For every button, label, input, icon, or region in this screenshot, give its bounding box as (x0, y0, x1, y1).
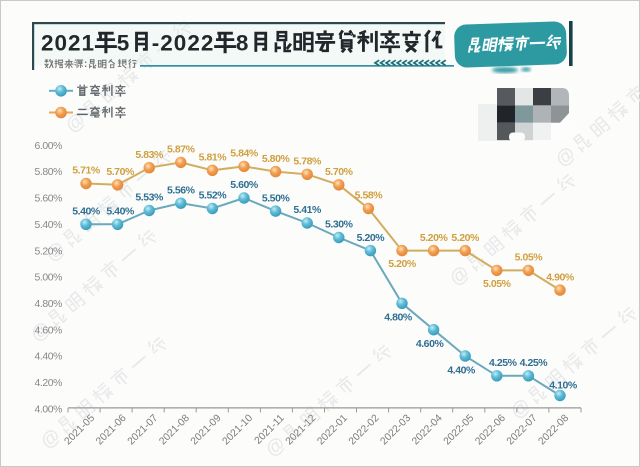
svg-text:5.60%: 5.60% (35, 194, 63, 205)
svg-text:4.25%: 4.25% (489, 357, 518, 369)
svg-text:5.71%: 5.71% (72, 165, 101, 177)
svg-text:4.60%: 4.60% (35, 325, 63, 336)
svg-text:5: 5 (117, 31, 131, 56)
svg-text:4.60%: 4.60% (416, 338, 445, 350)
svg-text:4.80%: 4.80% (35, 299, 63, 310)
svg-text:5.56%: 5.56% (167, 184, 196, 196)
svg-text:5.20%: 5.20% (357, 232, 386, 244)
svg-text:2022: 2022 (160, 31, 214, 56)
svg-text:5.20%: 5.20% (35, 246, 63, 257)
svg-text:8: 8 (236, 31, 250, 56)
svg-text:5.87%: 5.87% (167, 144, 196, 156)
svg-text:5.40%: 5.40% (106, 206, 135, 218)
svg-text:5.70%: 5.70% (325, 166, 354, 178)
svg-text:5.30%: 5.30% (325, 219, 354, 231)
svg-text:5.70%: 5.70% (106, 166, 135, 178)
svg-text:4.20%: 4.20% (35, 378, 63, 389)
svg-text:5.50%: 5.50% (262, 192, 291, 204)
svg-text:5.20%: 5.20% (420, 232, 449, 244)
svg-text:5.81%: 5.81% (199, 152, 228, 164)
svg-text:5.20%: 5.20% (388, 258, 417, 270)
svg-text:4.80%: 4.80% (384, 312, 413, 324)
svg-text:5.53%: 5.53% (135, 192, 164, 204)
svg-text:5.52%: 5.52% (199, 190, 228, 202)
svg-text:2021: 2021 (41, 31, 95, 56)
svg-text:5.80%: 5.80% (35, 167, 63, 178)
svg-text:5.40%: 5.40% (72, 206, 101, 218)
svg-text:5.78%: 5.78% (293, 156, 322, 168)
svg-text:4.25%: 4.25% (520, 357, 549, 369)
svg-text:4.40%: 4.40% (35, 352, 63, 363)
svg-text:5.20%: 5.20% (451, 232, 480, 244)
svg-text:5.41%: 5.41% (293, 204, 322, 216)
svg-text:5.83%: 5.83% (135, 149, 164, 161)
svg-text::: : (84, 59, 87, 70)
svg-text:5.60%: 5.60% (230, 179, 259, 191)
svg-text:5.58%: 5.58% (355, 190, 384, 202)
svg-text:5.84%: 5.84% (230, 148, 259, 160)
svg-text:5.05%: 5.05% (515, 252, 544, 264)
svg-text:5.00%: 5.00% (35, 273, 63, 284)
svg-text:5.40%: 5.40% (35, 220, 63, 231)
svg-text:5.80%: 5.80% (262, 153, 291, 165)
svg-text:4.10%: 4.10% (549, 380, 578, 392)
svg-text:4.40%: 4.40% (447, 364, 476, 376)
svg-text:6.00%: 6.00% (35, 141, 63, 152)
svg-text:5.05%: 5.05% (483, 278, 512, 290)
svg-text:4.00%: 4.00% (35, 404, 63, 415)
svg-text:-: - (152, 31, 161, 56)
svg-text:4.90%: 4.90% (546, 271, 575, 283)
